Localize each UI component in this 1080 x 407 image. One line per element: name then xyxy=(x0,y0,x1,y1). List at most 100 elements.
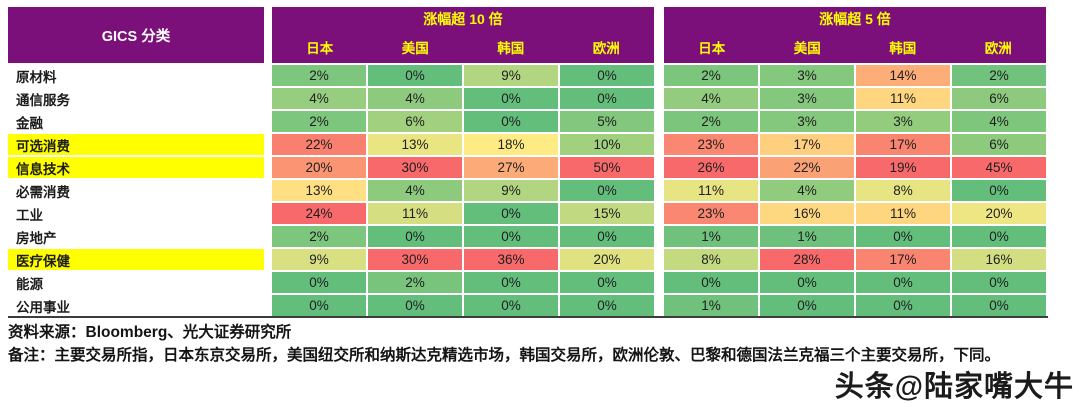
row-label: 原材料 xyxy=(8,65,264,86)
heatmap-cell: 4% xyxy=(952,111,1046,132)
heatmap-cell: 0% xyxy=(952,295,1046,316)
heatmap-cell: 36% xyxy=(464,249,558,270)
heatmap-cell: 5% xyxy=(560,111,654,132)
heatmap-cell: 9% xyxy=(272,249,366,270)
heatmap-cell: 0% xyxy=(272,295,366,316)
watermark: 头条@陆家嘴大牛 xyxy=(834,371,1074,403)
heatmap-cell: 16% xyxy=(952,249,1046,270)
heatmap-cell: 0% xyxy=(464,88,558,109)
heatmap-cell: 0% xyxy=(952,180,1046,201)
gics-header-label: GICS 分类 xyxy=(101,28,171,45)
row-label: 工业 xyxy=(8,203,264,224)
heatmap-cell: 1% xyxy=(664,295,758,316)
heatmap-cell: 20% xyxy=(952,203,1046,224)
heatmap-cell: 50% xyxy=(560,157,654,178)
heatmap-cell: 0% xyxy=(464,203,558,224)
heatmap-cell: 45% xyxy=(952,157,1046,178)
row-label: 必需消费 xyxy=(8,180,264,201)
group-header-5x: 涨幅超 5 倍 日本 美国 韩国 欧洲 xyxy=(664,7,1046,63)
row-label: 可选消费 xyxy=(8,134,264,155)
heatmap-cell: 26% xyxy=(664,157,758,178)
heatmap-cell: 11% xyxy=(664,180,758,201)
group-10x-label: 涨幅超 10 倍 xyxy=(423,11,503,27)
heatmap-cell: 3% xyxy=(760,88,854,109)
heatmap-cell: 16% xyxy=(760,203,854,224)
country-header-row-5x: 日本 美国 韩国 欧洲 xyxy=(664,31,1046,63)
group-header-10x: 涨幅超 10 倍 日本 美国 韩国 欧洲 xyxy=(272,7,654,63)
heatmap-cell: 23% xyxy=(664,203,758,224)
heatmap-cell: 4% xyxy=(368,88,462,109)
heatmap-cell: 8% xyxy=(856,180,950,201)
heatmap-cell: 3% xyxy=(856,111,950,132)
source-text: 资料来源：Bloomberg、光大证券研究所 xyxy=(8,324,292,341)
heatmap-cell: 3% xyxy=(760,65,854,86)
heatmap-cell: 2% xyxy=(272,111,366,132)
heatmap-cell: 0% xyxy=(856,226,950,247)
heatmap-cell: 13% xyxy=(272,180,366,201)
heatmap-cell: 20% xyxy=(560,249,654,270)
heatmap-cell: 6% xyxy=(952,134,1046,155)
heatmap-cell: 0% xyxy=(560,88,654,109)
heatmap-cell: 24% xyxy=(272,203,366,224)
heatmap-cell: 17% xyxy=(856,134,950,155)
heatmap-table: GICS 分类 涨幅超 10 倍 日本 美国 韩国 欧洲 涨幅超 5 倍 日本 … xyxy=(8,7,1048,318)
heatmap-cell: 2% xyxy=(272,65,366,86)
heatmap-cell: 4% xyxy=(272,88,366,109)
heatmap-cell: 2% xyxy=(664,111,758,132)
heatmap-cell: 0% xyxy=(952,272,1046,293)
column-header-europe-5x: 欧洲 xyxy=(984,41,1012,56)
table-footer: 资料来源：Bloomberg、光大证券研究所 备注：主要交易所指，日本东京交易所… xyxy=(8,323,1080,366)
heatmap-cell: 0% xyxy=(856,295,950,316)
column-header-japan-5x: 日本 xyxy=(698,41,726,56)
heatmap-cell: 1% xyxy=(664,226,758,247)
heatmap-cell: 2% xyxy=(952,65,1046,86)
column-header-usa-10x: 美国 xyxy=(401,41,429,56)
heatmap-cell: 30% xyxy=(368,249,462,270)
heatmap-cell: 0% xyxy=(368,226,462,247)
heatmap-cell: 14% xyxy=(856,65,950,86)
heatmap-cell: 6% xyxy=(368,111,462,132)
heatmap-cell: 17% xyxy=(760,134,854,155)
heatmap-cell: 6% xyxy=(952,88,1046,109)
heatmap-cell: 11% xyxy=(856,88,950,109)
heatmap-cell: 19% xyxy=(856,157,950,178)
note-text: 备注：主要交易所指，日本东京交易所，美国纽交所和纳斯达克精选市场，韩国交易所，欧… xyxy=(8,347,1001,365)
heatmap-cell: 0% xyxy=(464,111,558,132)
column-header-usa-5x: 美国 xyxy=(793,41,821,56)
row-label: 通信服务 xyxy=(8,88,264,109)
heatmap-cell: 18% xyxy=(464,134,558,155)
heatmap-cell: 0% xyxy=(464,295,558,316)
heatmap-cell: 0% xyxy=(560,272,654,293)
heatmap-cell: 10% xyxy=(560,134,654,155)
country-header-row-10x: 日本 美国 韩国 欧洲 xyxy=(272,31,654,63)
row-label: 信息技术 xyxy=(8,157,264,178)
heatmap-cell: 0% xyxy=(952,226,1046,247)
heatmap-cell: 0% xyxy=(760,295,854,316)
column-header-korea-5x: 韩国 xyxy=(889,41,917,56)
heatmap-cell: 15% xyxy=(560,203,654,224)
column-header-europe-10x: 欧洲 xyxy=(592,41,620,56)
heatmap-cell: 13% xyxy=(368,134,462,155)
heatmap-cell: 0% xyxy=(464,226,558,247)
heatmap-cell: 28% xyxy=(760,249,854,270)
row-label: 金融 xyxy=(8,111,264,132)
heatmap-cell: 0% xyxy=(856,272,950,293)
heatmap-cell: 0% xyxy=(464,272,558,293)
table-corner-header: GICS 分类 xyxy=(8,7,264,63)
column-header-japan-10x: 日本 xyxy=(306,41,334,56)
heatmap-cell: 2% xyxy=(272,226,366,247)
row-label: 能源 xyxy=(8,272,264,293)
heatmap-cell: 0% xyxy=(560,65,654,86)
row-label: 公用事业 xyxy=(8,295,264,316)
heatmap-cell: 9% xyxy=(464,180,558,201)
heatmap-cell: 0% xyxy=(664,272,758,293)
heatmap-cell: 4% xyxy=(760,180,854,201)
heatmap-cell: 0% xyxy=(368,65,462,86)
heatmap-cell: 0% xyxy=(760,272,854,293)
row-label: 房地产 xyxy=(8,226,264,247)
heatmap-cell: 0% xyxy=(560,295,654,316)
heatmap-cell: 11% xyxy=(368,203,462,224)
column-header-korea-10x: 韩国 xyxy=(497,41,525,56)
heatmap-cell: 0% xyxy=(272,272,366,293)
